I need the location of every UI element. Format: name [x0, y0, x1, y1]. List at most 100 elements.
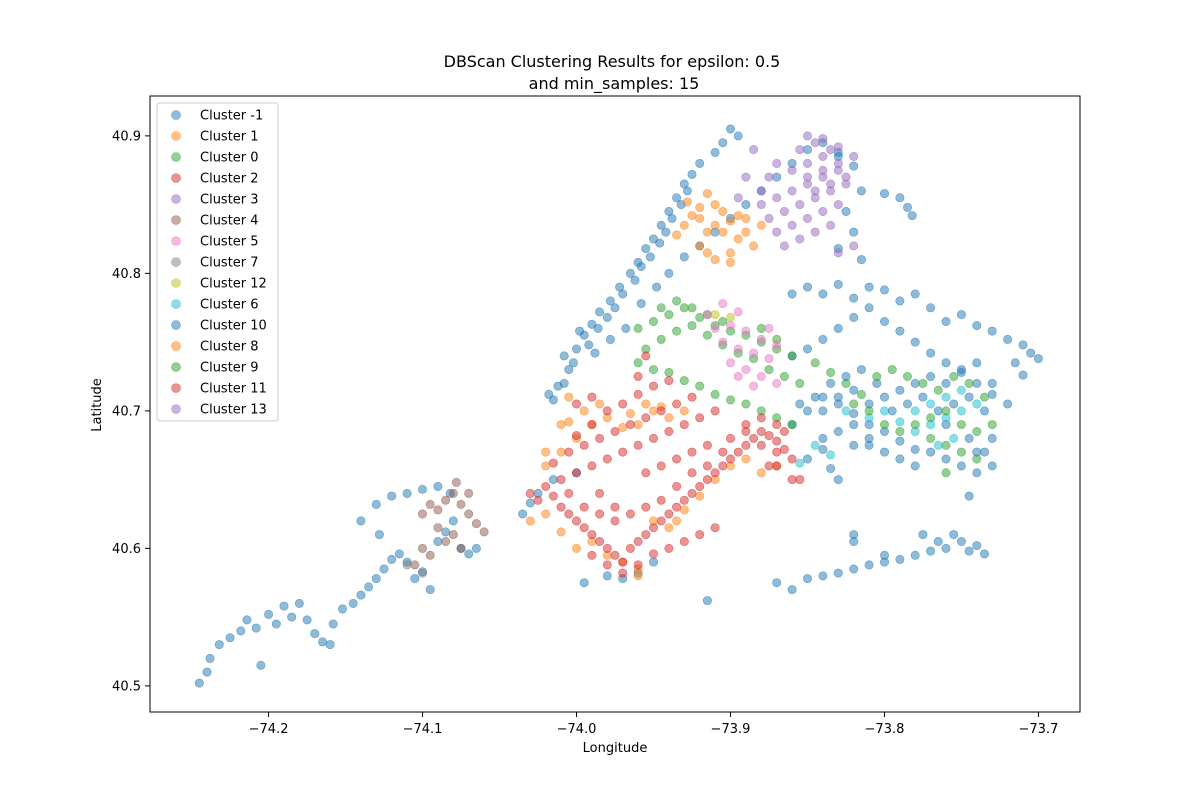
- data-point: [933, 536, 943, 546]
- data-point: [672, 481, 682, 491]
- data-point: [818, 289, 828, 299]
- y-tick-label: 40.8: [112, 267, 141, 282]
- data-point: [949, 433, 959, 443]
- x-tick-label: −74.1: [403, 722, 443, 737]
- data-point: [656, 406, 666, 416]
- data-point: [610, 426, 620, 436]
- data-point: [849, 152, 859, 162]
- data-point: [849, 530, 859, 540]
- data-point: [595, 509, 605, 519]
- data-point: [602, 406, 612, 416]
- data-point: [279, 601, 289, 611]
- data-point: [779, 371, 789, 381]
- data-point: [402, 488, 412, 498]
- data-point: [764, 323, 774, 333]
- legend-items: Cluster -1 Cluster 1 Cluster 0 Cluster 2 Clu…: [171, 109, 267, 418]
- data-point: [826, 464, 836, 474]
- data-point: [833, 323, 843, 333]
- data-point: [941, 378, 951, 388]
- data-point: [841, 406, 851, 416]
- data-point: [764, 172, 774, 182]
- data-point: [879, 392, 889, 402]
- data-point: [787, 351, 797, 361]
- data-point: [910, 550, 920, 560]
- data-point: [425, 550, 435, 560]
- data-point: [849, 440, 859, 450]
- data-point: [633, 389, 643, 399]
- data-point: [818, 134, 828, 144]
- data-point: [818, 207, 828, 217]
- data-point: [956, 420, 966, 430]
- legend-label: Cluster 4: [200, 214, 259, 229]
- data-point: [749, 241, 759, 251]
- data-point: [802, 213, 812, 223]
- data-point: [575, 326, 585, 336]
- data-point: [841, 172, 851, 182]
- legend-marker: [171, 299, 181, 309]
- data-point: [964, 433, 974, 443]
- data-point: [564, 488, 574, 498]
- data-point: [810, 358, 820, 368]
- data-point: [725, 395, 735, 405]
- data-point: [879, 316, 889, 326]
- data-point: [741, 172, 751, 182]
- data-point: [672, 502, 682, 512]
- data-point: [756, 440, 766, 450]
- data-point: [559, 378, 569, 388]
- data-point: [818, 444, 828, 454]
- legend-marker: [171, 131, 181, 141]
- legend-marker: [171, 110, 181, 120]
- data-point: [702, 596, 712, 606]
- data-point: [818, 571, 828, 581]
- data-point: [749, 145, 759, 155]
- data-point: [849, 399, 859, 409]
- data-point: [725, 257, 735, 267]
- data-point: [941, 406, 951, 416]
- data-point: [294, 598, 304, 608]
- data-point: [710, 310, 720, 320]
- data-point: [556, 420, 566, 430]
- data-point: [818, 433, 828, 443]
- data-point: [225, 633, 235, 643]
- data-point: [733, 447, 743, 457]
- data-point: [864, 406, 874, 416]
- data-point: [787, 454, 797, 464]
- data-point: [595, 488, 605, 498]
- data-point: [618, 422, 628, 432]
- data-point: [956, 365, 966, 375]
- data-point: [636, 299, 646, 309]
- data-point: [810, 392, 820, 402]
- data-point: [918, 378, 928, 388]
- data-point: [856, 255, 866, 265]
- data-point: [656, 461, 666, 471]
- data-point: [733, 131, 743, 141]
- data-point: [605, 334, 615, 344]
- data-point: [941, 358, 951, 368]
- data-point: [587, 461, 597, 471]
- data-point: [787, 165, 797, 175]
- data-point: [733, 193, 743, 203]
- data-point: [895, 193, 905, 203]
- data-point: [695, 213, 705, 223]
- data-point: [679, 252, 689, 262]
- data-point: [756, 371, 766, 381]
- data-point: [402, 560, 412, 570]
- data-point: [664, 310, 674, 320]
- data-point: [725, 358, 735, 368]
- data-point: [641, 399, 651, 409]
- data-point: [764, 365, 774, 375]
- data-point: [949, 371, 959, 381]
- legend-marker: [171, 404, 181, 414]
- data-point: [741, 213, 751, 223]
- data-point: [641, 502, 651, 512]
- data-point: [972, 321, 982, 331]
- data-point: [610, 303, 620, 313]
- data-point: [356, 516, 366, 526]
- data-point: [741, 365, 751, 375]
- x-tick-label: −74.0: [557, 722, 597, 737]
- data-point: [895, 554, 905, 564]
- data-point: [633, 420, 643, 430]
- legend-label: Cluster 12: [200, 277, 267, 292]
- data-point: [602, 454, 612, 464]
- data-point: [772, 227, 782, 237]
